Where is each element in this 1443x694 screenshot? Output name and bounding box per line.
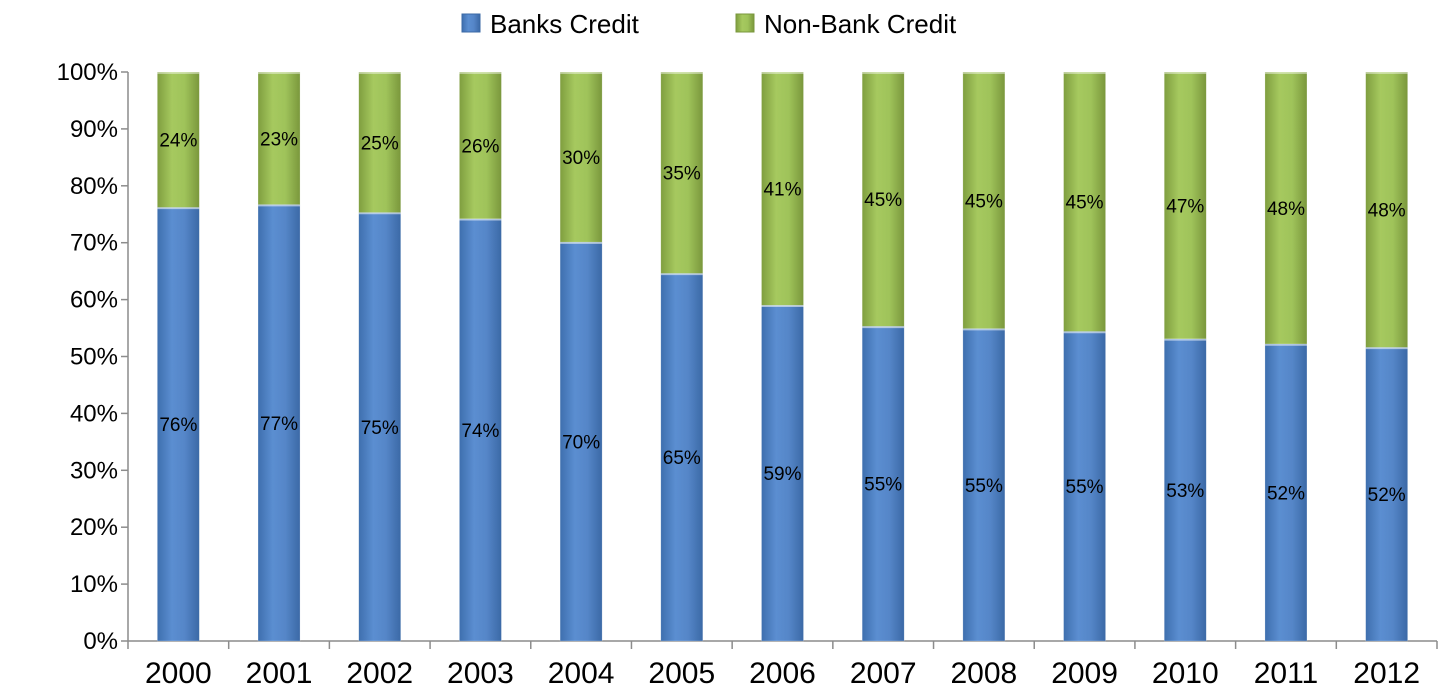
- data-label: 59%: [763, 464, 801, 485]
- x-tick-label: 2007: [850, 657, 917, 690]
- bar-segment-non-bank-credit: [257, 71, 301, 205]
- bar-segment-non-bank-credit: [559, 71, 603, 243]
- data-label: 45%: [864, 190, 902, 211]
- data-label: 45%: [1066, 193, 1104, 214]
- data-label: 77%: [260, 414, 298, 435]
- y-tick-label: 0%: [83, 628, 118, 655]
- data-label: 23%: [260, 129, 298, 150]
- x-tick-label: 2008: [951, 657, 1018, 690]
- bar-segment-non-bank-credit: [1063, 71, 1106, 332]
- data-label: 25%: [361, 133, 399, 154]
- bar-segment-banks-credit: [962, 328, 1006, 642]
- legend-item-banks-credit: Banks Credit: [461, 9, 640, 39]
- data-label: 48%: [1267, 199, 1305, 220]
- data-label: 55%: [965, 476, 1003, 497]
- x-tick-label: 2006: [749, 657, 816, 690]
- bar-segment-banks-credit: [761, 304, 804, 642]
- y-tick-label: 40%: [70, 400, 118, 427]
- y-tick-label: 10%: [70, 571, 118, 598]
- x-tick-label: 2003: [447, 657, 514, 690]
- bar-segment-non-bank-credit: [1264, 71, 1308, 345]
- legend-label: Non-Bank Credit: [764, 9, 957, 39]
- bar-segment-non-bank-credit: [157, 71, 200, 208]
- data-label: 75%: [361, 418, 399, 439]
- data-label: 65%: [663, 448, 701, 469]
- data-label: 55%: [864, 475, 902, 496]
- bar-segment-banks-credit: [1365, 347, 1408, 642]
- data-label: 74%: [461, 421, 499, 442]
- legend-item-non-bank-credit: Non-Bank Credit: [735, 9, 957, 39]
- chart-bars: [157, 71, 1408, 642]
- legend-swatch: [461, 13, 481, 33]
- legend-swatch: [735, 13, 755, 33]
- bar-segment-banks-credit: [157, 207, 200, 642]
- chart-axes: 0% 10% 20% 30% 40% 50% 60% 70% 80% 90% 100% 2000 200…: [57, 59, 1438, 690]
- bar-segment-banks-credit: [1264, 343, 1308, 642]
- y-tick-label: 70%: [70, 230, 118, 257]
- bar-segment-non-bank-credit: [861, 71, 905, 327]
- data-label: 53%: [1166, 481, 1204, 502]
- data-label: 70%: [562, 433, 600, 454]
- x-tick-label: 2000: [145, 657, 212, 690]
- data-label: 76%: [159, 415, 197, 436]
- x-tick-label: 2012: [1353, 657, 1420, 690]
- bar-segment-banks-credit: [358, 212, 402, 642]
- y-tick-label: 60%: [70, 287, 118, 314]
- bar-segment-non-bank-credit: [459, 71, 502, 220]
- bar-segment-non-bank-credit: [1365, 71, 1408, 348]
- y-tick-label: 20%: [70, 514, 118, 541]
- bar-segment-banks-credit: [660, 273, 704, 642]
- bar-segment-banks-credit: [1063, 331, 1106, 642]
- y-tick-label: 80%: [70, 173, 118, 200]
- data-label: 35%: [663, 164, 701, 185]
- data-label: 55%: [1066, 477, 1104, 498]
- data-label: 45%: [965, 191, 1003, 212]
- chart-legend: Banks Credit Non-Bank Credit: [461, 9, 957, 39]
- bar-segment-banks-credit: [459, 218, 502, 642]
- y-tick-label: 50%: [70, 344, 118, 371]
- bar-segment-banks-credit: [257, 204, 301, 642]
- bar-segment-non-bank-credit: [962, 71, 1006, 329]
- bar-segment-non-bank-credit: [660, 71, 704, 274]
- data-label: 52%: [1267, 483, 1305, 504]
- x-tick-label: 2005: [648, 657, 715, 690]
- bar-segment-banks-credit: [1163, 338, 1207, 642]
- bar-segment-non-bank-credit: [761, 71, 804, 306]
- data-label: 30%: [562, 148, 600, 169]
- y-tick-label: 100%: [57, 59, 118, 86]
- data-label: 24%: [159, 131, 197, 152]
- data-label: 48%: [1368, 201, 1406, 222]
- bar-segment-banks-credit: [559, 241, 603, 642]
- data-label: 26%: [461, 136, 499, 157]
- bar-segment-non-bank-credit: [358, 71, 402, 213]
- data-label: 47%: [1166, 196, 1204, 217]
- x-tick-label: 2011: [1254, 657, 1319, 690]
- legend-label: Banks Credit: [490, 9, 640, 39]
- data-label: 52%: [1368, 485, 1406, 506]
- x-tick-label: 2004: [548, 657, 615, 690]
- chart-data-labels: 76% 24% 77% 23% 75% 25% 74% 26% 70% 30% 65% 35% 59% 4…: [159, 129, 1405, 506]
- x-tick-label: 2009: [1051, 657, 1118, 690]
- x-tick-label: 2010: [1152, 657, 1219, 690]
- bar-segment-non-bank-credit: [1163, 71, 1207, 340]
- x-tick-label: 2001: [246, 657, 313, 690]
- y-tick-label: 90%: [70, 116, 118, 143]
- data-label: 41%: [763, 180, 801, 201]
- y-tick-label: 30%: [70, 457, 118, 484]
- x-tick-label: 2002: [346, 657, 413, 690]
